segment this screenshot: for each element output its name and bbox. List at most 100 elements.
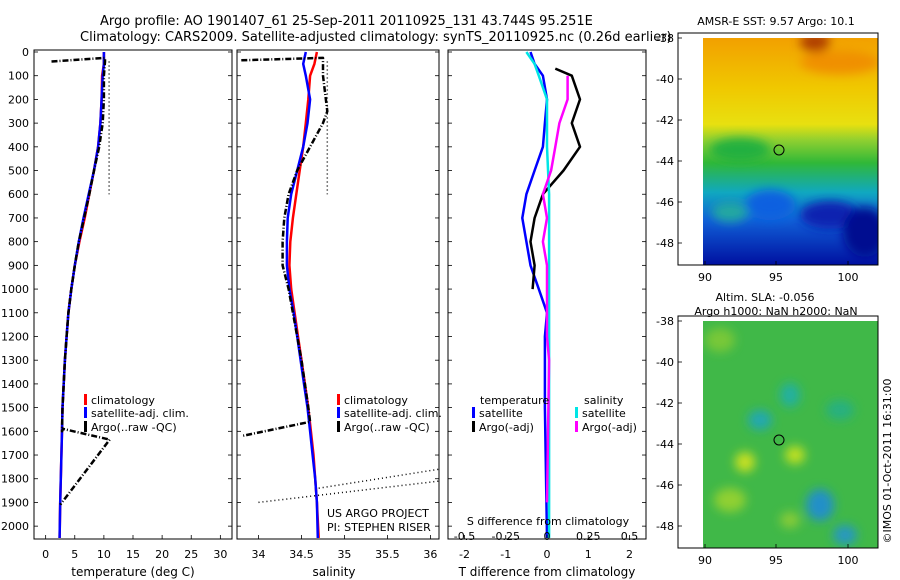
depth-tick-label: 900 [8,259,29,272]
x-tick-label: 2 [626,548,633,561]
x-tick-label: 25 [184,548,198,561]
depth-tick-label: 1200 [1,330,29,343]
sst-map-features [710,38,878,257]
temperature-axes [33,49,233,540]
diff-legend-t-sat: satellite [479,407,523,420]
x2-tick-label: 0.5 [621,530,639,543]
x-tick-label: 5 [71,548,78,561]
x-tick-label: -2 [459,548,470,561]
series-line-2-0 [521,51,549,539]
sla-blob-2 [780,383,800,407]
depth-tick-label: 1000 [1,283,29,296]
map2-frame [677,315,879,549]
map-y-tick-label: -38 [656,32,674,45]
difference-legend: temperature salinity satellite satellite… [472,394,637,434]
map-y-tick-label: -38 [656,315,674,328]
series-line-2-3 [541,75,569,503]
diff-legend-t-argo: Argo(-adj) [479,421,534,434]
sst-cool-eddy-3 [843,207,878,257]
diff-swatch-t-argo [472,421,475,432]
sst-mixed-patch [712,202,748,222]
s-diff-xlabel: S difference from climatology [467,515,630,528]
series-line-0-0 [58,52,106,539]
legend-climatology: climatology [91,394,155,407]
diff-legend-temperature: temperature [480,394,549,407]
series-line-0-2 [51,56,111,506]
legend-argo: Argo(..raw -QC) [91,421,177,434]
series-line-1-4 [258,480,440,504]
series-line-2-1 [529,67,582,290]
sla-blob-3 [826,400,854,420]
x-tick-label: 35.5 [375,548,400,561]
map1-title: AMSR-E SST: 9.57 Argo: 10.1 [697,15,855,28]
legend-argo-2: Argo(..raw -QC) [344,421,430,434]
map2-title-1: Altim. SLA: -0.056 [715,291,814,304]
t-diff-x-ticks: -2 -1 0 1 2 [459,535,633,561]
x-tick-label: 35 [337,548,351,561]
legend-swatch-satellite [84,407,87,418]
depth-tick-label: 500 [8,165,29,178]
map-x-tick-label: 100 [838,271,859,284]
temperature-legend: climatology satellite-adj. clim. Argo(..… [84,394,189,434]
depth-tick-label: 0 [22,46,29,59]
series-line-1-2 [241,56,329,438]
map-y-tick-label: -44 [656,155,674,168]
legend-satellite-2: satellite-adj. clim. [344,407,442,420]
diff-swatch-t-sat [472,407,475,418]
difference-panel [521,51,582,539]
map-x-tick-label: 90 [698,554,712,567]
depth-tick-label: 200 [8,93,29,106]
map-y-tick-label: -42 [656,114,674,127]
x-tick-label: 0 [544,548,551,561]
x-tick-label: 10 [97,548,111,561]
sst-cool-eddy-1 [745,190,795,220]
legend-swatch-climatology-2 [337,394,340,405]
map-y-tick-label: -40 [656,73,674,86]
depth-tick-label: 1900 [1,496,29,509]
map-y-tick-label: -46 [656,479,674,492]
x-tick-label: 36 [423,548,437,561]
map-y-tick-label: -48 [656,520,674,533]
series-line-2-2 [525,51,551,538]
sst-warm-band [800,50,878,74]
sst-green-tongue [710,138,770,162]
x-tick-label: 0 [42,548,49,561]
pi-attribution: PI: STEPHEN RISER [327,521,431,534]
map-y-tick-label: -44 [656,438,674,451]
temperature-panel [51,52,111,539]
depth-tick-label: 1600 [1,425,29,438]
salinity-xlabel: salinity [312,565,355,579]
argo-location-marker-1 [773,144,785,156]
x-tick-label: 1 [585,548,592,561]
series-line-0-1 [58,52,106,539]
x-tick-label: 15 [126,548,140,561]
depth-tick-label: 1400 [1,378,29,391]
legend-swatch-argo-2 [337,421,340,432]
legend-swatch-satellite-2 [337,407,340,418]
map-x-tick-label: 90 [698,271,712,284]
depth-tick-label: 1500 [1,402,29,415]
sla-map [703,321,878,548]
depth-tick-label: 1700 [1,449,29,462]
depth-tick-label: 600 [8,188,29,201]
salinity-panel [241,51,440,539]
depth-tick-label: 400 [8,141,29,154]
diff-legend-salinity: salinity [584,394,624,407]
imos-stamp: ©IMOS 01-Oct-2011 16:31:00 [881,378,894,543]
t-diff-xlabel: T difference from climatology [458,565,636,579]
diff-legend-s-argo: Argo(-adj) [582,421,637,434]
x-tick-label: 34 [251,548,265,561]
depth-tick-label: 1300 [1,354,29,367]
sst-map [703,38,878,265]
map2-ticks: -38 -40 -42 -44 -46 -48 90 95 100 [656,315,858,567]
x-tick-label: -1 [500,548,511,561]
title-line-1: Argo profile: AO 1901407_61 25-Sep-2011 … [100,14,593,29]
depth-tick-label: 100 [8,70,29,83]
x2-tick-label: -0.25 [492,530,520,543]
diff-legend-s-sat: satellite [582,407,626,420]
legend-satellite: satellite-adj. clim. [91,407,189,420]
sla-blob-7 [714,488,746,512]
diff-swatch-s-sat [575,407,578,418]
sst-warm-patch [800,38,830,52]
